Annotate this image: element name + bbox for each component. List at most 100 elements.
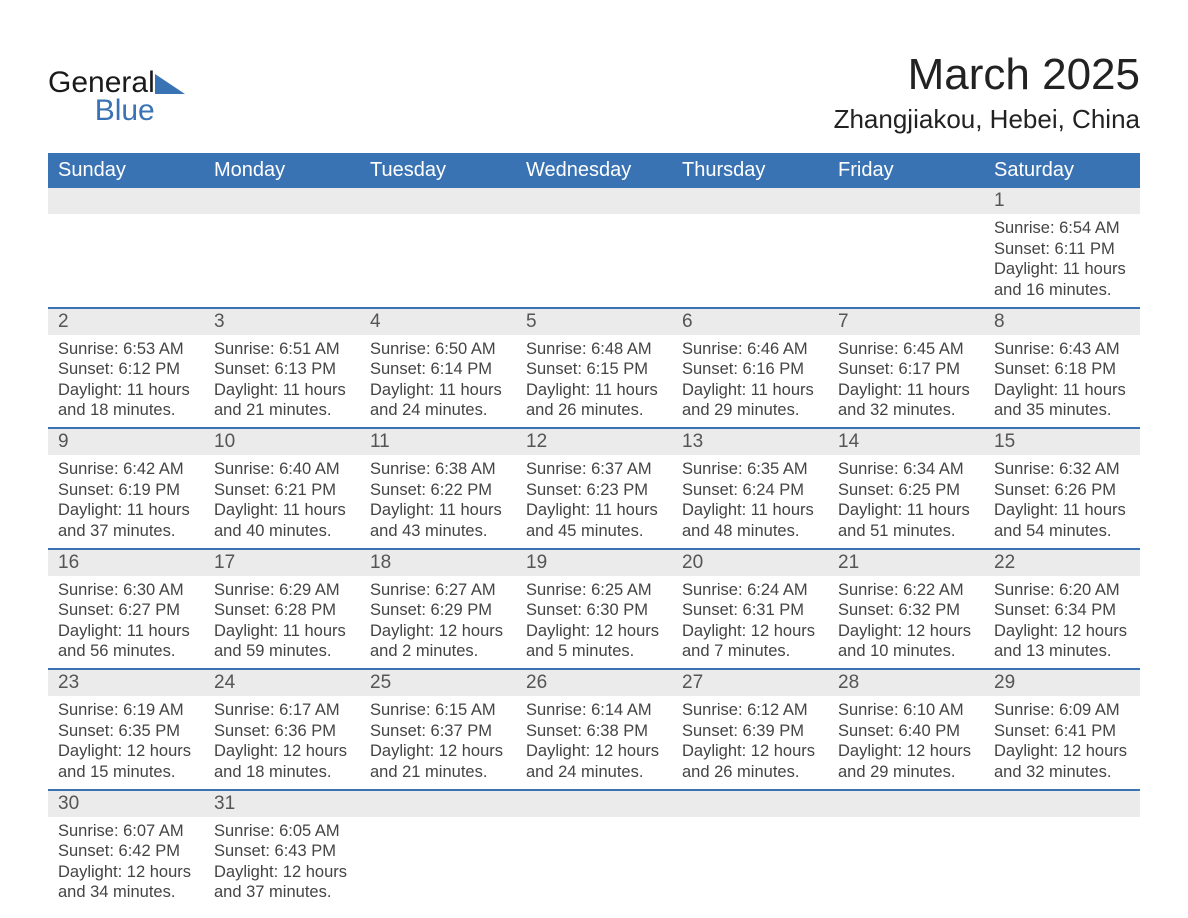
sunrise-text: Sunrise: 6:22 AM [838, 580, 974, 601]
day-data: Sunrise: 6:37 AMSunset: 6:23 PMDaylight:… [516, 455, 672, 548]
sunset-text: Sunset: 6:16 PM [682, 359, 818, 380]
daylight-text: Daylight: 12 hours and 37 minutes. [214, 862, 350, 903]
day-number: 12 [516, 429, 672, 455]
sunset-text: Sunset: 6:42 PM [58, 841, 194, 862]
daylight-text: Daylight: 11 hours and 54 minutes. [994, 500, 1130, 541]
daylight-text: Daylight: 11 hours and 43 minutes. [370, 500, 506, 541]
calendar-day-cell: 6Sunrise: 6:46 AMSunset: 6:16 PMDaylight… [672, 308, 828, 429]
day-number: 23 [48, 670, 204, 696]
day-data: Sunrise: 6:43 AMSunset: 6:18 PMDaylight:… [984, 335, 1140, 428]
daylight-text: Daylight: 11 hours and 24 minutes. [370, 380, 506, 421]
calendar-day-cell: 21Sunrise: 6:22 AMSunset: 6:32 PMDayligh… [828, 549, 984, 670]
calendar-day-cell: 5Sunrise: 6:48 AMSunset: 6:15 PMDaylight… [516, 308, 672, 429]
day-number [984, 791, 1140, 817]
day-number: 1 [984, 188, 1140, 214]
calendar-day-cell: 16Sunrise: 6:30 AMSunset: 6:27 PMDayligh… [48, 549, 204, 670]
calendar-day-cell [516, 790, 672, 910]
daylight-text: Daylight: 12 hours and 2 minutes. [370, 621, 506, 662]
day-number: 20 [672, 550, 828, 576]
day-data [672, 214, 828, 274]
day-number: 24 [204, 670, 360, 696]
day-data: Sunrise: 6:48 AMSunset: 6:15 PMDaylight:… [516, 335, 672, 428]
day-data [204, 214, 360, 274]
location-subtitle: Zhangjiakou, Hebei, China [834, 104, 1140, 135]
day-number: 13 [672, 429, 828, 455]
day-number [516, 188, 672, 214]
sunset-text: Sunset: 6:25 PM [838, 480, 974, 501]
sunset-text: Sunset: 6:18 PM [994, 359, 1130, 380]
sunrise-text: Sunrise: 6:05 AM [214, 821, 350, 842]
calendar-day-cell: 27Sunrise: 6:12 AMSunset: 6:39 PMDayligh… [672, 669, 828, 790]
day-number: 16 [48, 550, 204, 576]
sunrise-text: Sunrise: 6:10 AM [838, 700, 974, 721]
day-data [516, 214, 672, 274]
sunset-text: Sunset: 6:12 PM [58, 359, 194, 380]
daylight-text: Daylight: 11 hours and 29 minutes. [682, 380, 818, 421]
sunrise-text: Sunrise: 6:09 AM [994, 700, 1130, 721]
calendar-day-cell: 17Sunrise: 6:29 AMSunset: 6:28 PMDayligh… [204, 549, 360, 670]
calendar-day-cell: 28Sunrise: 6:10 AMSunset: 6:40 PMDayligh… [828, 669, 984, 790]
calendar-day-cell: 3Sunrise: 6:51 AMSunset: 6:13 PMDaylight… [204, 308, 360, 429]
daylight-text: Daylight: 11 hours and 45 minutes. [526, 500, 662, 541]
day-data: Sunrise: 6:42 AMSunset: 6:19 PMDaylight:… [48, 455, 204, 548]
calendar-day-cell: 24Sunrise: 6:17 AMSunset: 6:36 PMDayligh… [204, 669, 360, 790]
sunrise-text: Sunrise: 6:29 AM [214, 580, 350, 601]
daylight-text: Daylight: 11 hours and 59 minutes. [214, 621, 350, 662]
day-number [516, 791, 672, 817]
day-data: Sunrise: 6:15 AMSunset: 6:37 PMDaylight:… [360, 696, 516, 789]
weekday-header: Thursday [672, 153, 828, 188]
sunrise-text: Sunrise: 6:17 AM [214, 700, 350, 721]
sunrise-text: Sunrise: 6:51 AM [214, 339, 350, 360]
sunset-text: Sunset: 6:35 PM [58, 721, 194, 742]
day-data: Sunrise: 6:14 AMSunset: 6:38 PMDaylight:… [516, 696, 672, 789]
day-number [672, 188, 828, 214]
calendar-day-cell: 7Sunrise: 6:45 AMSunset: 6:17 PMDaylight… [828, 308, 984, 429]
day-data: Sunrise: 6:30 AMSunset: 6:27 PMDaylight:… [48, 576, 204, 669]
daylight-text: Daylight: 12 hours and 32 minutes. [994, 741, 1130, 782]
weekday-header: Saturday [984, 153, 1140, 188]
sunrise-text: Sunrise: 6:37 AM [526, 459, 662, 480]
sunrise-text: Sunrise: 6:35 AM [682, 459, 818, 480]
calendar-day-cell: 20Sunrise: 6:24 AMSunset: 6:31 PMDayligh… [672, 549, 828, 670]
day-data: Sunrise: 6:54 AMSunset: 6:11 PMDaylight:… [984, 214, 1140, 307]
day-number [828, 188, 984, 214]
calendar-week-row: 23Sunrise: 6:19 AMSunset: 6:35 PMDayligh… [48, 669, 1140, 790]
sunrise-text: Sunrise: 6:12 AM [682, 700, 818, 721]
calendar-week-row: 9Sunrise: 6:42 AMSunset: 6:19 PMDaylight… [48, 428, 1140, 549]
daylight-text: Daylight: 11 hours and 16 minutes. [994, 259, 1130, 300]
weekday-header: Monday [204, 153, 360, 188]
sunset-text: Sunset: 6:24 PM [682, 480, 818, 501]
day-number: 17 [204, 550, 360, 576]
daylight-text: Daylight: 12 hours and 18 minutes. [214, 741, 350, 782]
brand-logo: General Blue [48, 50, 185, 126]
day-data [828, 214, 984, 274]
daylight-text: Daylight: 11 hours and 51 minutes. [838, 500, 974, 541]
day-data [360, 214, 516, 274]
month-title: March 2025 [834, 50, 1140, 100]
calendar-day-cell: 18Sunrise: 6:27 AMSunset: 6:29 PMDayligh… [360, 549, 516, 670]
day-data: Sunrise: 6:05 AMSunset: 6:43 PMDaylight:… [204, 817, 360, 910]
calendar-week-row: 30Sunrise: 6:07 AMSunset: 6:42 PMDayligh… [48, 790, 1140, 910]
calendar-day-cell: 15Sunrise: 6:32 AMSunset: 6:26 PMDayligh… [984, 428, 1140, 549]
sunset-text: Sunset: 6:37 PM [370, 721, 506, 742]
sunset-text: Sunset: 6:21 PM [214, 480, 350, 501]
sunset-text: Sunset: 6:38 PM [526, 721, 662, 742]
calendar-week-row: 2Sunrise: 6:53 AMSunset: 6:12 PMDaylight… [48, 308, 1140, 429]
day-data: Sunrise: 6:17 AMSunset: 6:36 PMDaylight:… [204, 696, 360, 789]
sunset-text: Sunset: 6:40 PM [838, 721, 974, 742]
calendar-day-cell: 2Sunrise: 6:53 AMSunset: 6:12 PMDaylight… [48, 308, 204, 429]
daylight-text: Daylight: 12 hours and 15 minutes. [58, 741, 194, 782]
day-data: Sunrise: 6:38 AMSunset: 6:22 PMDaylight:… [360, 455, 516, 548]
calendar-day-cell [48, 188, 204, 308]
day-number [360, 188, 516, 214]
calendar-day-cell: 10Sunrise: 6:40 AMSunset: 6:21 PMDayligh… [204, 428, 360, 549]
calendar-day-cell: 29Sunrise: 6:09 AMSunset: 6:41 PMDayligh… [984, 669, 1140, 790]
sunset-text: Sunset: 6:15 PM [526, 359, 662, 380]
sunrise-text: Sunrise: 6:15 AM [370, 700, 506, 721]
day-data: Sunrise: 6:07 AMSunset: 6:42 PMDaylight:… [48, 817, 204, 910]
day-number: 4 [360, 309, 516, 335]
calendar-day-cell: 31Sunrise: 6:05 AMSunset: 6:43 PMDayligh… [204, 790, 360, 910]
day-data: Sunrise: 6:51 AMSunset: 6:13 PMDaylight:… [204, 335, 360, 428]
calendar-day-cell [360, 790, 516, 910]
day-number: 19 [516, 550, 672, 576]
